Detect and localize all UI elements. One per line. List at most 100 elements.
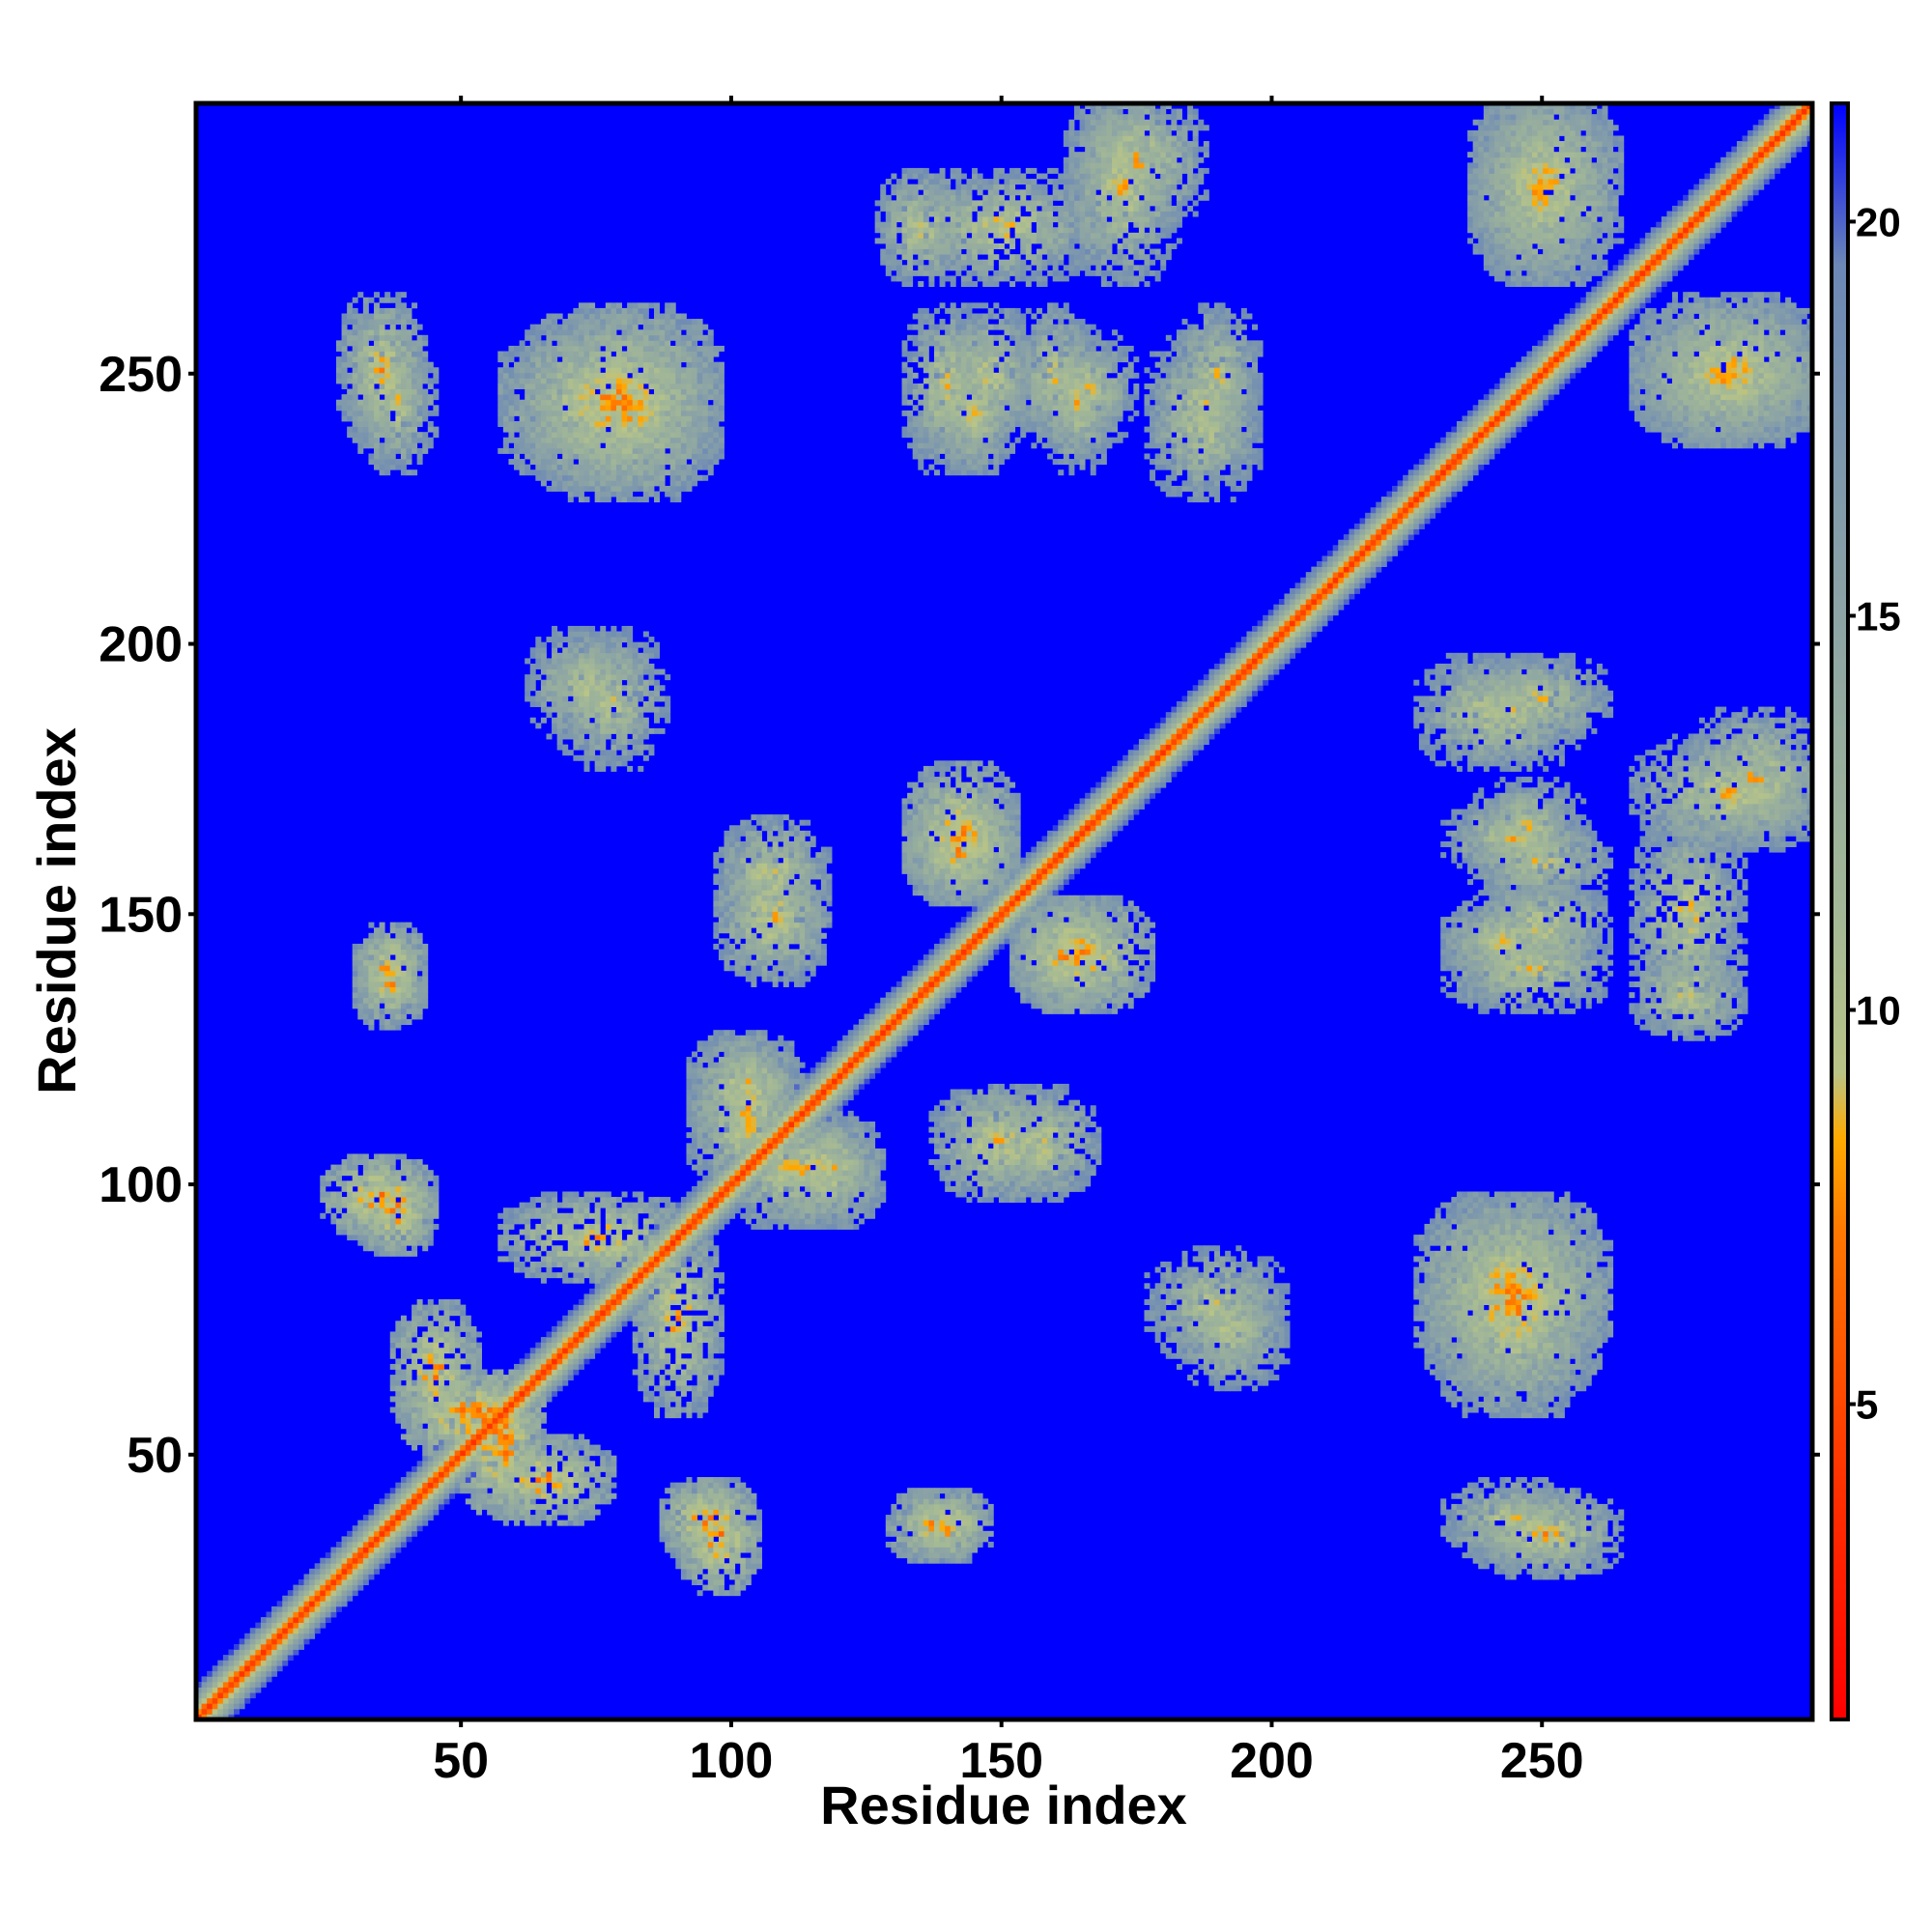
heatmap-cell <box>497 1439 504 1445</box>
heatmap-cell <box>648 432 655 439</box>
heatmap-cell <box>406 1239 412 1246</box>
heatmap-cell <box>416 1434 423 1440</box>
heatmap-cell <box>627 674 634 681</box>
heatmap-cell <box>368 1212 375 1219</box>
heatmap-cell <box>600 464 607 470</box>
heatmap-cell <box>632 1331 639 1338</box>
heatmap-cell <box>605 485 611 492</box>
heatmap-cell <box>621 329 628 336</box>
heatmap-cell <box>562 340 569 347</box>
heatmap-cell <box>665 1509 671 1516</box>
heatmap-cell <box>335 356 342 363</box>
heatmap-cell <box>546 1266 553 1273</box>
heatmap-cell <box>222 1665 229 1672</box>
heatmap-cell <box>621 442 628 449</box>
heatmap-cell <box>669 351 676 357</box>
heatmap-cell <box>621 497 628 503</box>
heatmap-cell <box>594 378 601 384</box>
heatmap-cell <box>535 641 542 648</box>
heatmap-cell <box>454 1390 461 1397</box>
heatmap-cell <box>552 469 558 476</box>
heatmap-cell <box>481 1471 488 1478</box>
heatmap-cell <box>573 1337 580 1344</box>
heatmap-cell <box>330 1212 337 1219</box>
heatmap-cell <box>422 1439 429 1445</box>
heatmap-cell <box>665 712 671 719</box>
heatmap-cell <box>546 1385 553 1392</box>
heatmap-cell <box>433 1208 440 1214</box>
heatmap-cell <box>615 1239 622 1246</box>
heatmap-cell <box>320 1175 327 1181</box>
heatmap-cell <box>487 1439 494 1445</box>
heatmap-cell <box>638 1358 644 1365</box>
heatmap-cell <box>611 1266 617 1273</box>
heatmap-cell <box>368 1159 375 1166</box>
heatmap-cell <box>675 1515 682 1521</box>
heatmap-cell <box>508 1375 515 1381</box>
heatmap-cell <box>470 1428 477 1435</box>
heatmap-cell <box>481 1417 488 1424</box>
heatmap-cell <box>357 1223 364 1230</box>
heatmap-cell <box>475 1444 482 1451</box>
heatmap-cell <box>605 372 611 379</box>
heatmap-cell <box>352 970 358 977</box>
heatmap-cell <box>638 696 644 702</box>
heatmap-cell <box>638 1304 644 1311</box>
heatmap-cell <box>675 1557 682 1564</box>
heatmap-cell <box>497 1401 504 1407</box>
heatmap-cell <box>395 372 402 379</box>
heatmap-cell <box>605 356 611 363</box>
heatmap-cell <box>352 383 358 389</box>
heatmap-cell <box>578 1304 584 1311</box>
heatmap-cell <box>389 1536 396 1543</box>
heatmap-cell <box>341 1164 348 1171</box>
heatmap-cell <box>427 1471 434 1478</box>
heatmap-cell <box>578 1321 584 1327</box>
heatmap-cell <box>460 1406 467 1413</box>
heatmap-cell <box>400 997 407 1004</box>
heatmap-cell <box>642 1342 649 1349</box>
heatmap-cell <box>412 1202 418 1208</box>
heatmap-cell <box>475 1390 482 1397</box>
heatmap-cell <box>615 388 622 395</box>
heatmap-cell <box>675 1375 682 1381</box>
heatmap-cell <box>594 1212 601 1219</box>
heatmap-cell <box>665 1390 671 1397</box>
heatmap-cell <box>600 319 607 326</box>
heatmap-cell <box>600 679 607 686</box>
heatmap-cell <box>529 1406 536 1413</box>
heatmap-cell <box>525 1465 531 1472</box>
heatmap-cell <box>357 1185 364 1192</box>
heatmap-cell <box>362 1574 369 1580</box>
heatmap-cell <box>675 1396 682 1403</box>
heatmap-cell <box>621 372 628 379</box>
heatmap-cell <box>303 1584 310 1591</box>
heatmap-cell <box>196 1697 202 1704</box>
heatmap-cell <box>589 641 596 648</box>
heatmap-cell <box>573 324 580 330</box>
heatmap-cell <box>525 1369 531 1376</box>
heatmap-cell <box>648 1245 655 1252</box>
heatmap-cell <box>416 372 423 379</box>
heatmap-cell <box>379 986 385 993</box>
heatmap-cell <box>627 685 634 692</box>
heatmap-cell <box>234 1703 241 1710</box>
heatmap-cell <box>422 410 429 416</box>
heatmap-cell <box>589 739 596 746</box>
heatmap-cell <box>611 1208 617 1214</box>
heatmap-cell <box>341 1568 348 1575</box>
heatmap-cell <box>648 345 655 352</box>
heatmap-cell <box>374 464 381 470</box>
heatmap-cell <box>406 1197 412 1204</box>
heatmap-cell <box>665 1530 671 1537</box>
heatmap-cell <box>540 1482 547 1489</box>
heatmap-cell <box>556 663 563 669</box>
heatmap-cell <box>508 405 515 412</box>
heatmap-cell <box>497 1498 504 1505</box>
heatmap-cell <box>347 1185 354 1192</box>
heatmap-cell <box>362 410 369 416</box>
heatmap-cell <box>648 334 655 341</box>
heatmap-cell <box>519 1515 526 1521</box>
heatmap-cell <box>552 631 558 638</box>
heatmap-cell <box>508 1439 515 1445</box>
